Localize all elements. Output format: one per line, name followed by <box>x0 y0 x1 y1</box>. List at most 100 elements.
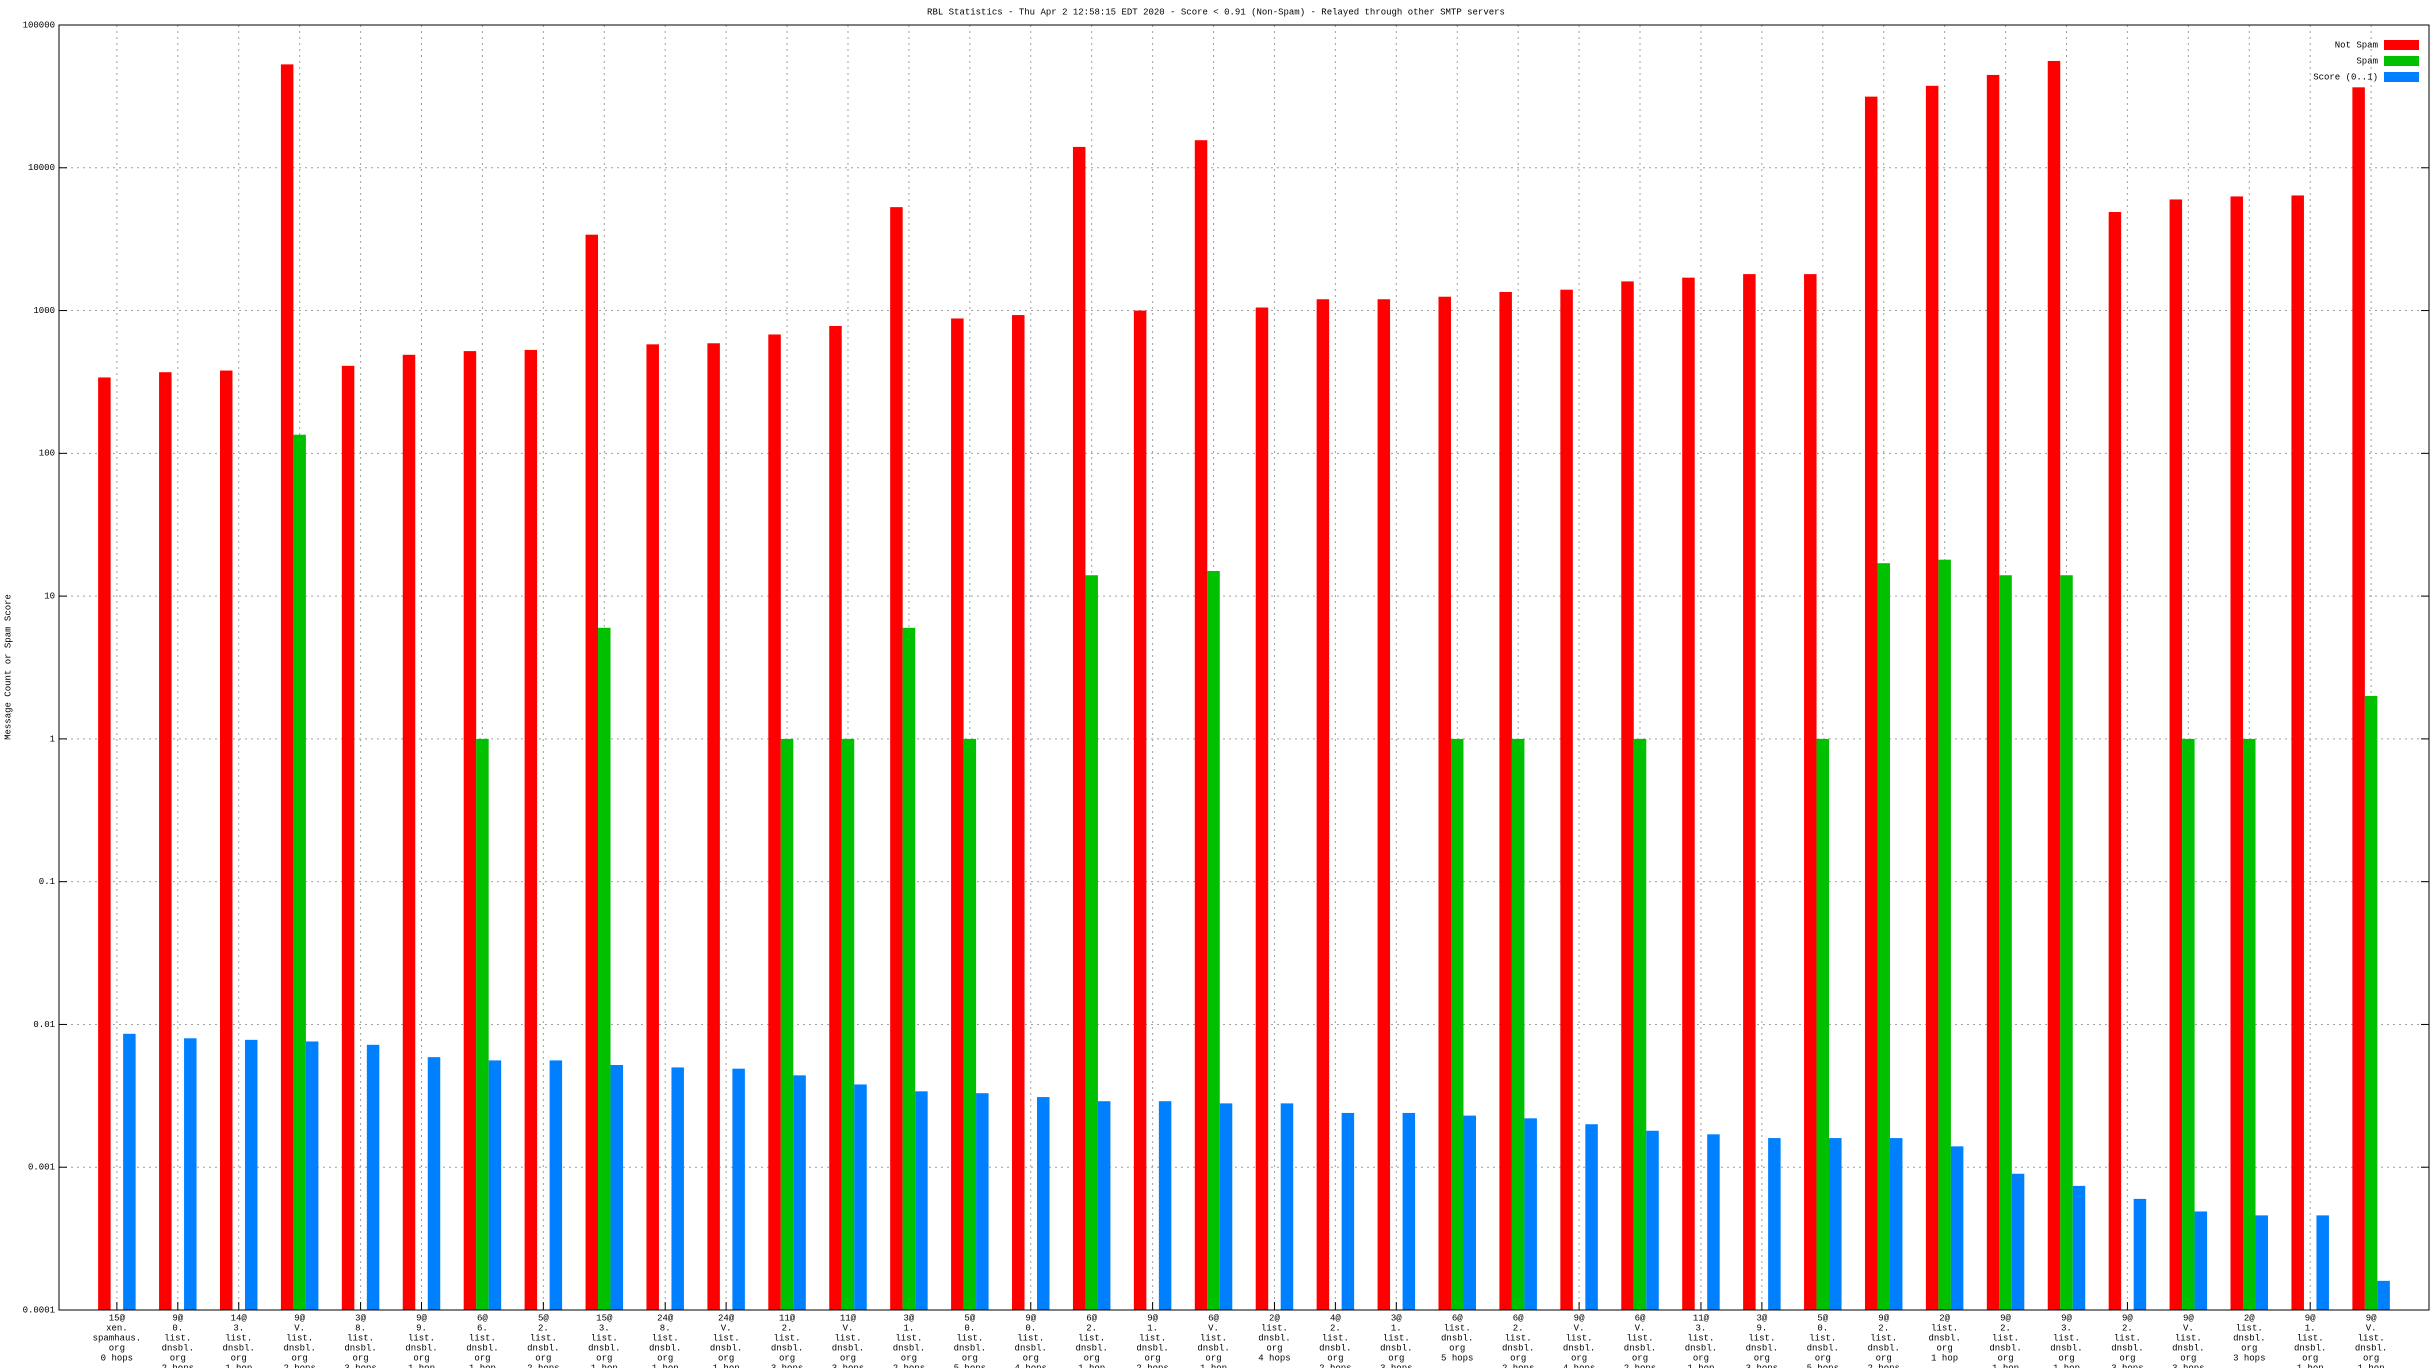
bar <box>2072 1185 2086 1310</box>
x-tick-label: list. <box>530 1333 557 1343</box>
x-tick-label: 5 hops <box>1441 1353 1473 1363</box>
x-tick-label: 11@ <box>779 1313 796 1323</box>
bar <box>1316 299 1330 1310</box>
bar <box>732 1068 745 1310</box>
bar <box>427 1057 441 1310</box>
x-tick-label: org <box>413 1353 429 1363</box>
y-tick-label: 0.001 <box>28 1163 55 1173</box>
legend-label: Score (0..1) <box>2313 72 2378 82</box>
bar <box>1816 738 1830 1310</box>
x-tick-label: list. <box>408 1333 435 1343</box>
x-tick-label: 0. <box>172 1323 183 1333</box>
bar <box>1560 289 1573 1310</box>
x-tick-label: dnsbl. <box>405 1343 437 1353</box>
x-tick-label: 2@ <box>2244 1313 2255 1323</box>
x-tick-label: org <box>1571 1353 1587 1363</box>
bar <box>1889 1138 1903 1310</box>
bar <box>123 1033 136 1310</box>
x-tick-label: dnsbl. <box>832 1343 864 1353</box>
x-tick-label: org <box>109 1343 125 1353</box>
bar <box>2011 1173 2025 1310</box>
x-tick-label: 9@ <box>172 1313 183 1323</box>
x-tick-label: list. <box>1748 1333 1775 1343</box>
x-tick-label: 24@ <box>657 1313 674 1323</box>
x-tick-label: 9@ <box>294 1313 305 1323</box>
x-tick-label: dnsbl. <box>710 1343 742 1353</box>
x-tick-label: 2. <box>782 1323 793 1333</box>
bar <box>1682 277 1695 1310</box>
bar <box>1925 85 1939 1311</box>
bar <box>476 738 489 1310</box>
x-tick-label: 6@ <box>477 1313 488 1323</box>
x-tick-label: org <box>718 1353 734 1363</box>
x-tick-label: 2 hops <box>527 1363 559 1368</box>
x-tick-label: list. <box>652 1333 679 1343</box>
x-tick-label: org <box>1023 1353 1039 1363</box>
x-tick-label: 14@ <box>231 1313 248 1323</box>
bar <box>341 365 355 1310</box>
bar <box>780 738 794 1310</box>
x-tick-label: dnsbl. <box>1197 1343 1229 1353</box>
x-tick-label: list. <box>956 1333 983 1343</box>
bar <box>2182 738 2195 1310</box>
bar <box>963 738 977 1310</box>
x-tick-label: org <box>474 1353 490 1363</box>
plot-frame <box>58 24 2430 1311</box>
bar <box>2364 695 2378 1310</box>
bar <box>2352 87 2365 1311</box>
x-tick-label: 9@ <box>2000 1313 2011 1323</box>
y-tick-label: 0.01 <box>33 1020 55 1030</box>
x-tick-label: dnsbl. <box>2355 1343 2387 1353</box>
bar <box>2169 199 2183 1310</box>
x-tick-label: dnsbl. <box>527 1343 559 1353</box>
x-tick-label: 2. <box>1513 1323 1524 1333</box>
x-tick-label: org <box>535 1353 551 1363</box>
x-tick-label: list. <box>895 1333 922 1343</box>
bar <box>1524 1118 1537 1310</box>
x-tick-label: 1 hop <box>225 1363 252 1368</box>
x-tick-label: 9@ <box>1574 1313 1585 1323</box>
x-tick-label: xen. <box>106 1323 128 1333</box>
x-tick-label: 3 hops <box>2111 1363 2143 1368</box>
bar <box>98 377 111 1310</box>
bar <box>219 370 233 1311</box>
x-tick-label: list. <box>1383 1333 1410 1343</box>
bar <box>646 344 659 1311</box>
x-tick-label: org <box>1510 1353 1526 1363</box>
bar <box>976 1093 989 1310</box>
legend-swatch <box>2384 72 2419 82</box>
x-tick-label: 3 hops <box>771 1363 803 1368</box>
bar <box>1377 299 1391 1310</box>
x-tick-label: org <box>1754 1353 1770 1363</box>
x-tick-label: 2. <box>2122 1323 2133 1333</box>
bar <box>1402 1112 1416 1310</box>
bar <box>768 334 781 1310</box>
bar <box>524 349 538 1310</box>
x-tick-label: V. <box>721 1323 732 1333</box>
legend-label: Not Spam <box>2335 40 2378 50</box>
bar <box>2047 60 2061 1311</box>
x-tick-label: 11@ <box>840 1313 857 1323</box>
x-tick-label: org <box>901 1353 917 1363</box>
x-tick-label: 15@ <box>596 1313 613 1323</box>
bar <box>293 434 306 1310</box>
bar <box>2230 196 2244 1310</box>
x-tick-label: org <box>2058 1353 2074 1363</box>
bar <box>488 1060 502 1310</box>
bar <box>890 207 903 1311</box>
bar <box>1207 570 1220 1310</box>
bar <box>585 234 599 1311</box>
bar <box>1999 575 2012 1310</box>
bar <box>1707 1134 1720 1310</box>
x-tick-label: dnsbl. <box>1319 1343 1351 1353</box>
x-tick-label: list. <box>2358 1333 2385 1343</box>
x-tick-label: list. <box>2053 1333 2080 1343</box>
bar <box>854 1084 867 1310</box>
x-tick-label: org <box>292 1353 308 1363</box>
x-tick-label: dnsbl. <box>1258 1333 1290 1343</box>
x-tick-label: dnsbl. <box>588 1343 620 1353</box>
x-tick-label: org <box>231 1353 247 1363</box>
bar <box>2255 1215 2269 1310</box>
x-tick-label: list. <box>1870 1333 1897 1343</box>
